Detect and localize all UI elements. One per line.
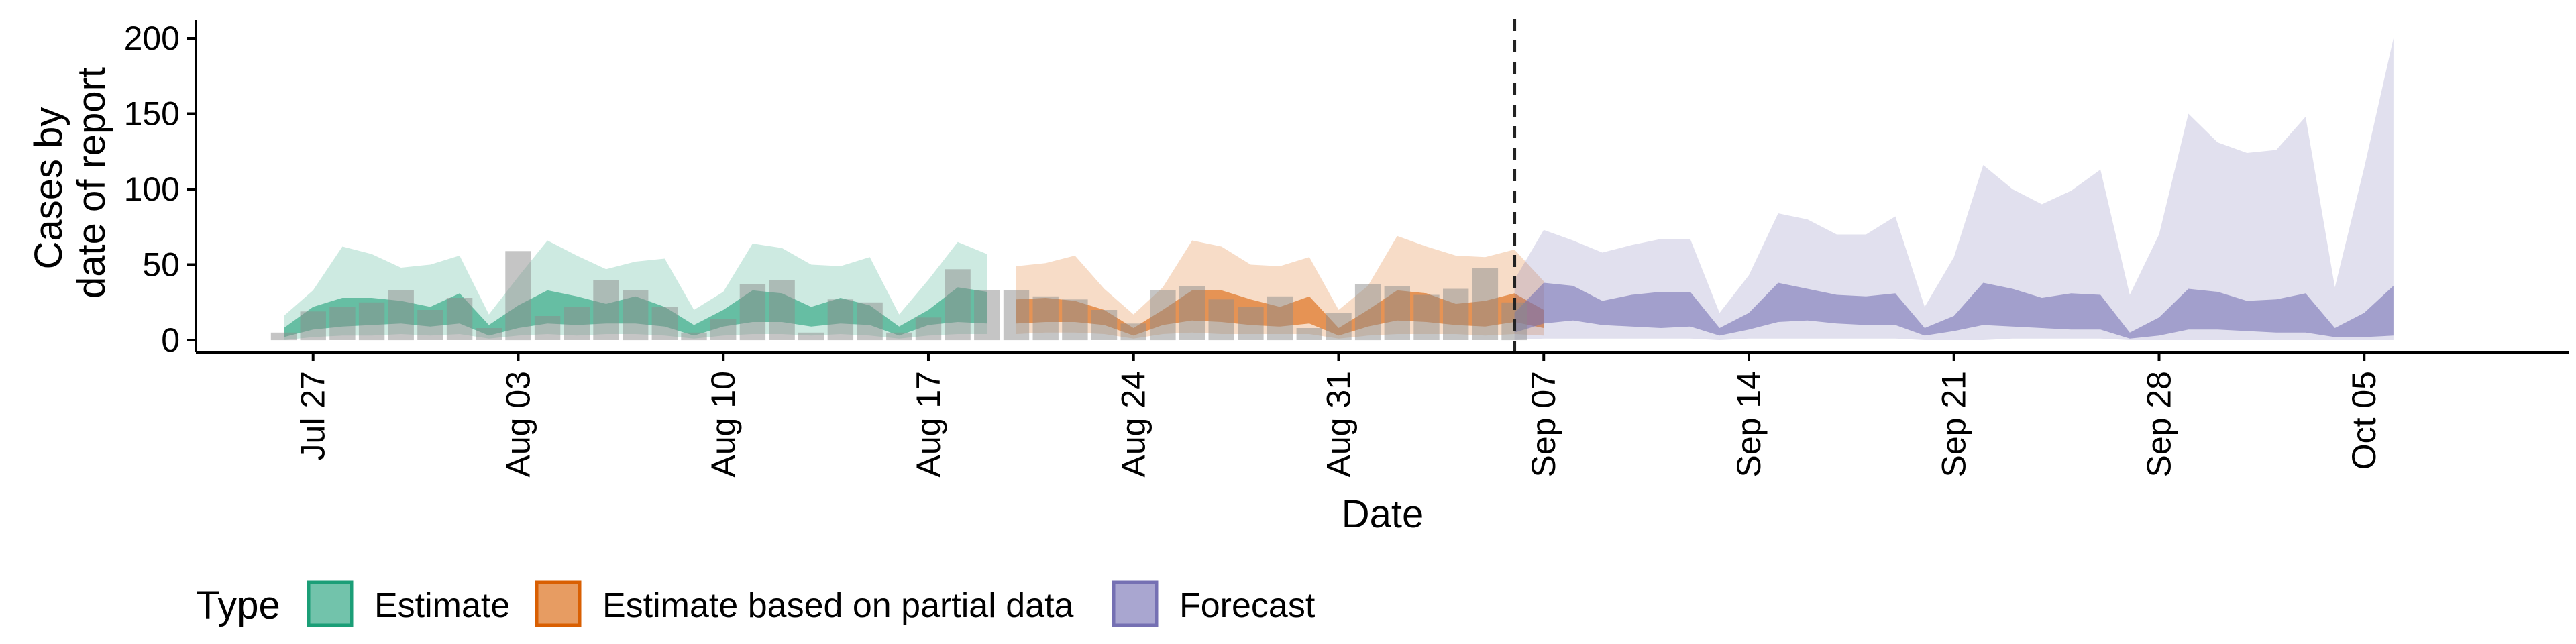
x-tick-label: Aug 03	[499, 371, 537, 477]
x-tick-label: Oct 05	[2345, 371, 2383, 470]
x-tick-label: Aug 31	[1320, 371, 1357, 477]
y-axis-title: Cases by date of report	[27, 67, 113, 299]
observed-bar	[798, 332, 824, 341]
observed-bar	[1032, 296, 1059, 341]
x-axis-ticks: Jul 27 Aug 03 Aug 10 Aug 17 Aug 24 Aug 31 Sep …	[294, 352, 2383, 477]
observed-bar	[1120, 323, 1146, 341]
observed-bar	[1062, 299, 1088, 341]
observed-case-bars	[270, 251, 1527, 341]
legend-label-1: Estimate based on partial data	[602, 586, 1074, 625]
observed-bar	[593, 280, 619, 340]
y-tick-label: 100	[124, 170, 180, 208]
legend-title: Type	[196, 584, 280, 627]
y-tick-label: 50	[142, 246, 180, 284]
observed-bar	[300, 311, 326, 341]
observed-bar	[388, 290, 414, 341]
observed-bar	[1179, 286, 1205, 340]
series-2-inner-band	[1514, 282, 2394, 339]
legend-key-0	[307, 580, 354, 627]
x-axis-title: Date	[1342, 492, 1424, 536]
observed-bar	[446, 298, 473, 340]
observed-bar	[681, 332, 707, 341]
axes	[195, 20, 2569, 354]
series-2-outer-band	[1514, 38, 2394, 340]
x-tick-label: Aug 17	[910, 371, 947, 477]
observed-bar	[945, 269, 971, 341]
observed-bar	[358, 302, 385, 341]
y-axis-ticks: 0 50 100 150 200	[124, 19, 196, 359]
legend: Type Estimate Estimate based on partial d…	[196, 580, 1316, 627]
observed-bar	[270, 332, 297, 341]
x-tick-label: Aug 10	[704, 371, 742, 477]
observed-bar	[1354, 284, 1381, 341]
x-tick-label: Sep 21	[1935, 371, 1973, 477]
observed-bar	[417, 310, 443, 340]
observed-bar	[974, 290, 1000, 341]
legend-key-1	[535, 580, 582, 627]
observed-bar	[505, 251, 531, 341]
y-axis-title-line-1: Cases by	[27, 107, 70, 270]
observed-bar	[1150, 290, 1176, 341]
observed-bar	[1238, 307, 1264, 340]
legend-key-2	[1112, 580, 1159, 627]
observed-bar	[651, 307, 678, 340]
observed-bar	[329, 307, 356, 340]
y-tick-label: 0	[161, 321, 180, 359]
observed-bar	[564, 307, 590, 340]
legend-label-0: Estimate	[374, 586, 510, 625]
observed-bar	[1384, 286, 1410, 340]
observed-bar	[857, 302, 883, 341]
observed-bar	[1003, 290, 1030, 341]
x-tick-label: Aug 24	[1115, 371, 1152, 477]
observed-bar	[1296, 328, 1322, 340]
x-tick-label: Sep 07	[1525, 371, 1562, 477]
observed-bar	[623, 290, 649, 341]
observed-bar	[1208, 299, 1234, 341]
observed-bar	[534, 316, 561, 340]
observed-bar	[1091, 310, 1118, 340]
y-tick-label: 150	[124, 95, 180, 133]
observed-bar	[1443, 288, 1469, 340]
observed-bar	[915, 317, 942, 341]
x-tick-label: Jul 27	[294, 371, 332, 460]
observed-bar	[827, 299, 854, 341]
observed-bar	[1326, 313, 1352, 340]
y-tick-label: 200	[124, 19, 180, 57]
observed-bar	[476, 328, 502, 340]
observed-bar	[1472, 268, 1499, 340]
x-tick-label: Sep 14	[1730, 371, 1768, 477]
x-tick-label: Sep 28	[2140, 371, 2178, 477]
y-axis-title-line-2: date of report	[70, 67, 113, 299]
observed-bar	[769, 280, 795, 340]
observed-bar	[710, 319, 737, 340]
observed-bar	[1413, 294, 1440, 340]
observed-bar	[1267, 296, 1293, 341]
observed-bar	[739, 284, 766, 341]
legend-label-2: Forecast	[1179, 586, 1316, 625]
observed-bar	[886, 332, 912, 341]
